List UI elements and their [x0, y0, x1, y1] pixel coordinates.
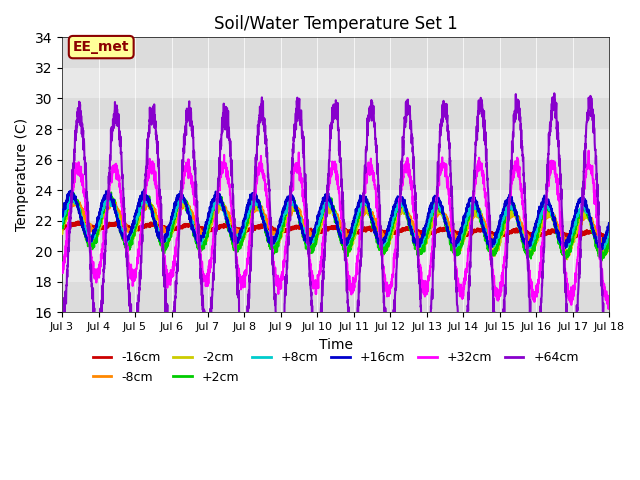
- Bar: [62, 37, 609, 68]
- Bar: [62, 129, 609, 159]
- Bar: [62, 221, 609, 251]
- Bar: [62, 251, 609, 282]
- Y-axis label: Temperature (C): Temperature (C): [15, 118, 29, 231]
- Text: EE_met: EE_met: [73, 40, 129, 54]
- Bar: [62, 159, 609, 190]
- Bar: [62, 282, 609, 312]
- Bar: [62, 190, 609, 221]
- Bar: [62, 68, 609, 98]
- Title: Soil/Water Temperature Set 1: Soil/Water Temperature Set 1: [214, 15, 458, 33]
- Legend: -16cm, -8cm, -2cm, +2cm, +8cm, +16cm, +32cm, +64cm: -16cm, -8cm, -2cm, +2cm, +8cm, +16cm, +3…: [88, 347, 584, 389]
- X-axis label: Time: Time: [319, 337, 353, 352]
- Bar: [62, 98, 609, 129]
